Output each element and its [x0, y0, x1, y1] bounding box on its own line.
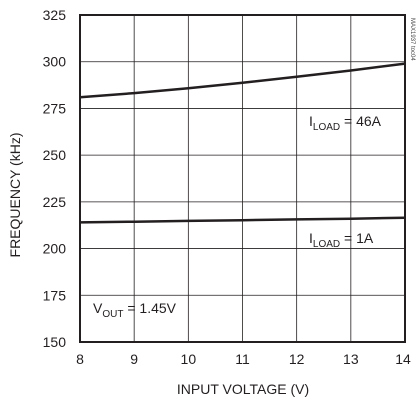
x-tick-label-13: 13 [343, 351, 359, 367]
watermark: MAX1937 toc04 [409, 18, 415, 61]
x-axis-label: INPUT VOLTAGE (V) [177, 381, 309, 397]
series-label-46a: ILOAD = 46A [309, 113, 382, 133]
series-line-0 [79, 62, 406, 99]
y-tick-labels: 150 175 200 225 250 275 300 325 [43, 7, 67, 350]
vout-annotation: VOUT = 1.45V [93, 300, 177, 320]
grid-lines [79, 14, 406, 343]
x-tick-label-8: 8 [76, 351, 84, 367]
y-tick-label-150: 150 [43, 334, 67, 350]
x-tick-label-12: 12 [289, 351, 305, 367]
y-axis-label: FREQUENCY (kHz) [7, 133, 23, 258]
y-tick-label-325: 325 [43, 7, 67, 23]
y-tick-label-250: 250 [43, 147, 67, 163]
y-tick-label-275: 275 [43, 100, 67, 116]
series-lines [79, 62, 406, 224]
y-tick-label-175: 175 [43, 287, 67, 303]
x-tick-label-10: 10 [181, 351, 197, 367]
x-tick-label-11: 11 [235, 351, 250, 367]
y-tick-label-200: 200 [43, 241, 67, 257]
series-label-1a: ILOAD = 1A [309, 230, 374, 250]
x-tick-label-14: 14 [395, 351, 411, 367]
plot-frame [79, 14, 406, 343]
x-tick-label-9: 9 [130, 351, 138, 367]
series-line-1 [79, 216, 406, 224]
x-tick-labels: 8 9 10 11 12 13 14 [76, 351, 411, 367]
y-tick-label-225: 225 [43, 194, 67, 210]
y-tick-label-300: 300 [43, 54, 67, 70]
